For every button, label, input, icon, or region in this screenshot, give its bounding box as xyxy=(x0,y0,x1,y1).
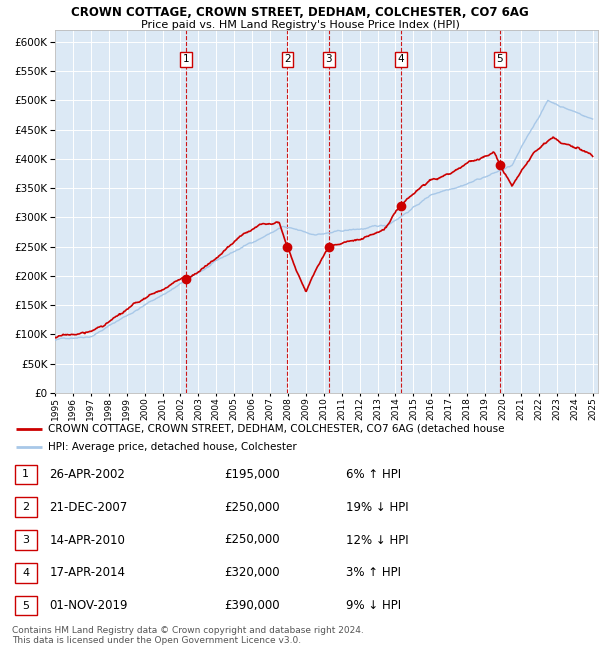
Text: CROWN COTTAGE, CROWN STREET, DEDHAM, COLCHESTER, CO7 6AG (detached house: CROWN COTTAGE, CROWN STREET, DEDHAM, COL… xyxy=(48,424,504,434)
Text: 12% ↓ HPI: 12% ↓ HPI xyxy=(346,534,409,547)
Text: CROWN COTTAGE, CROWN STREET, DEDHAM, COLCHESTER, CO7 6AG: CROWN COTTAGE, CROWN STREET, DEDHAM, COL… xyxy=(71,6,529,20)
Text: 26-APR-2002: 26-APR-2002 xyxy=(49,468,125,481)
Text: 2: 2 xyxy=(22,502,29,512)
FancyBboxPatch shape xyxy=(14,465,37,484)
Text: HPI: Average price, detached house, Colchester: HPI: Average price, detached house, Colc… xyxy=(48,441,296,452)
Text: 01-NOV-2019: 01-NOV-2019 xyxy=(49,599,128,612)
Text: 3: 3 xyxy=(22,535,29,545)
Text: 5: 5 xyxy=(22,601,29,610)
Text: 4: 4 xyxy=(22,568,29,578)
Text: 5: 5 xyxy=(497,54,503,64)
FancyBboxPatch shape xyxy=(14,596,37,616)
Text: 6% ↑ HPI: 6% ↑ HPI xyxy=(346,468,401,481)
FancyBboxPatch shape xyxy=(14,563,37,582)
Text: £195,000: £195,000 xyxy=(224,468,280,481)
Text: 9% ↓ HPI: 9% ↓ HPI xyxy=(346,599,401,612)
Text: 1: 1 xyxy=(183,54,190,64)
Text: £390,000: £390,000 xyxy=(224,599,280,612)
FancyBboxPatch shape xyxy=(14,530,37,550)
FancyBboxPatch shape xyxy=(14,497,37,517)
Text: 4: 4 xyxy=(397,54,404,64)
Text: 17-APR-2014: 17-APR-2014 xyxy=(49,566,125,579)
Text: £250,000: £250,000 xyxy=(224,500,280,514)
Text: 14-APR-2010: 14-APR-2010 xyxy=(49,534,125,547)
Text: £250,000: £250,000 xyxy=(224,534,280,547)
Text: Contains HM Land Registry data © Crown copyright and database right 2024.
This d: Contains HM Land Registry data © Crown c… xyxy=(12,626,364,645)
Text: 21-DEC-2007: 21-DEC-2007 xyxy=(49,500,128,514)
Text: 1: 1 xyxy=(22,469,29,480)
Text: 19% ↓ HPI: 19% ↓ HPI xyxy=(346,500,409,514)
Text: 2: 2 xyxy=(284,54,291,64)
Text: Price paid vs. HM Land Registry's House Price Index (HPI): Price paid vs. HM Land Registry's House … xyxy=(140,20,460,29)
Text: 3% ↑ HPI: 3% ↑ HPI xyxy=(346,566,401,579)
Text: £320,000: £320,000 xyxy=(224,566,280,579)
Text: 3: 3 xyxy=(326,54,332,64)
